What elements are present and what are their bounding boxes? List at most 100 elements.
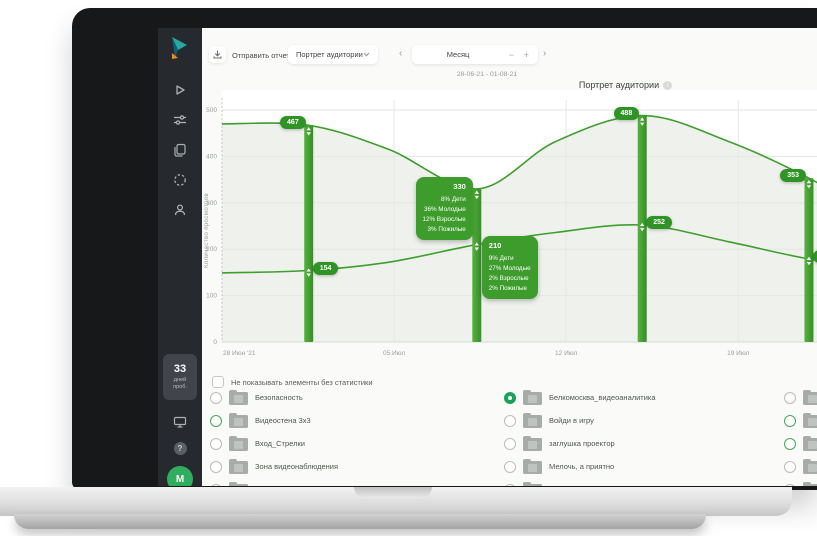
chart-badge[interactable]: 467 — [280, 116, 306, 130]
svg-text:100: 100 — [206, 293, 217, 300]
date-range: 28-06-21 - 01-08-21 — [456, 71, 518, 78]
audience-chart-svg: 0 100 200 300 400 500 28 Июн '21 05 Июл 12 Июл 19… — [206, 90, 817, 357]
radio-button[interactable] — [210, 483, 222, 486]
period-select[interactable]: Месяц − + — [412, 45, 538, 64]
chart-badge[interactable]: 154 — [312, 261, 339, 275]
radio-button[interactable] — [784, 414, 796, 427]
svg-text:28 Июн '21: 28 Июн '21 — [223, 350, 256, 357]
chart-bar[interactable] — [804, 178, 814, 342]
filter-icon[interactable] — [172, 112, 188, 128]
folder-label: Войди в игру — [549, 416, 594, 425]
folder-label: Безопасность — [255, 393, 303, 402]
send-report-button[interactable]: Отправить отчет — [232, 51, 290, 60]
folder-item[interactable]: Панель вертикальная внутр — [784, 458, 817, 474]
report-type-select[interactable]: Портрет аудитории — [288, 45, 378, 64]
zoom-in-button[interactable]: + — [523, 49, 529, 60]
checkbox-icon[interactable] — [212, 376, 224, 388]
folder-label: Вход_Стрелки — [255, 439, 305, 448]
folder-item[interactable]: Заставка — [784, 435, 817, 451]
folder-icon — [803, 412, 817, 428]
folder-label: Зона видеонаблюдения — [255, 462, 339, 471]
chart-badge[interactable]: 179 — [812, 249, 817, 263]
radio-button[interactable] — [504, 391, 516, 404]
radio-button[interactable] — [504, 483, 516, 486]
folder-icon — [803, 481, 817, 486]
folder-item[interactable]: Все для связи — [784, 412, 817, 428]
folder-item[interactable]: Войди в игру — [504, 412, 789, 428]
svg-text:300: 300 — [206, 200, 217, 207]
app-logo-icon[interactable] — [169, 36, 191, 62]
period-value: Месяц — [446, 50, 470, 59]
svg-text:0: 0 — [213, 339, 217, 346]
folder-item[interactable]: Вход_Стрелки — [210, 435, 495, 451]
svg-text:200: 200 — [206, 246, 217, 253]
trial-badge[interactable]: 33 дней проб. — [163, 354, 197, 400]
hide-empty-row[interactable]: Не показывать элементы без статистики — [212, 376, 373, 388]
user-avatar[interactable]: М — [167, 466, 193, 486]
chart-badge[interactable]: 252 — [646, 216, 672, 230]
radio-button[interactable] — [784, 460, 796, 473]
folder-item[interactable]: Безопасность — [210, 389, 495, 405]
laptop-base-edge — [14, 514, 706, 529]
radio-button[interactable] — [210, 414, 222, 427]
trial-label: дней — [173, 377, 187, 383]
chart-badge[interactable]: 488 — [613, 106, 640, 120]
folder-label: Планшет 2 2560x1600 — [549, 485, 626, 486]
screens-icon[interactable] — [172, 414, 188, 430]
folder-label: заглушка проектор — [549, 439, 615, 448]
folder-item[interactable]: Видеостена 3x3 — [210, 412, 495, 428]
radio-button[interactable] — [784, 437, 796, 450]
prev-period-button[interactable]: ‹ — [399, 48, 403, 59]
zoom-out-button[interactable]: − — [508, 49, 514, 60]
radio-button[interactable] — [504, 437, 516, 450]
radio-button[interactable] — [210, 391, 222, 404]
documents-icon[interactable] — [172, 142, 188, 158]
hide-empty-label: Не показывать элементы без статистики — [231, 377, 373, 387]
chart-badge-layer: 467 154 330 8% Дети 36% Молодые 12% Взрослые 3… — [202, 90, 817, 358]
chart-title: Портрет аудитории i — [362, 80, 817, 90]
sync-icon[interactable] — [172, 172, 188, 188]
report-type-value: Портрет аудитории — [296, 50, 363, 59]
folder-icon — [523, 412, 542, 428]
folder-item[interactable]: Белкомосква_видеоаналитика — [504, 389, 789, 405]
svg-text:19 Июл: 19 Июл — [727, 350, 749, 357]
export-icon — [213, 50, 222, 59]
folder-icon — [229, 389, 248, 405]
folder-item[interactable]: Белкомосква_видеоаналити — [784, 389, 817, 405]
folder-item[interactable]: Планшет 1 2560x1600 — [210, 481, 495, 486]
chart-bar[interactable] — [304, 125, 314, 342]
svg-text:05 Июл: 05 Июл — [383, 350, 405, 357]
folder-icon — [803, 435, 817, 451]
folder-item[interactable]: заглушка проектор — [504, 435, 789, 451]
folder-icon — [523, 389, 542, 405]
radio-button[interactable] — [210, 460, 222, 473]
folder-item[interactable]: Планшет 3 2560x1600 — [784, 481, 817, 486]
folder-item[interactable]: Зона видеонаблюдения — [210, 458, 495, 474]
folder-label: Видеостена 3x3 — [255, 416, 311, 425]
trial-label: проб. — [173, 383, 187, 390]
next-period-button[interactable]: › — [543, 48, 547, 59]
folder-icon — [229, 435, 248, 451]
chevron-down-icon — [363, 52, 370, 57]
radio-button[interactable] — [210, 437, 222, 450]
folder-label: Планшет 1 2560x1600 — [255, 485, 332, 486]
chart-badge[interactable]: 353 — [780, 169, 806, 183]
folders-section: Не показывать элементы без статистики Бе… — [202, 372, 817, 486]
trial-days: 33 — [173, 363, 187, 376]
help-icon[interactable]: ? — [172, 440, 188, 456]
play-icon[interactable] — [172, 82, 188, 98]
profile-icon[interactable] — [172, 202, 188, 218]
radio-button[interactable] — [504, 460, 516, 473]
folder-item[interactable]: Планшет 2 2560x1600 — [504, 481, 789, 486]
svg-text:12 Июл: 12 Июл — [555, 350, 577, 357]
export-report-button[interactable] — [209, 46, 226, 63]
radio-button[interactable] — [504, 414, 516, 427]
radio-button[interactable] — [784, 483, 796, 486]
folder-label: Белкомосква_видеоаналитика — [549, 393, 656, 402]
sidebar-bottom: 33 дней проб. ? М — [158, 354, 202, 486]
laptop-bezel: 33 дней проб. ? М — [72, 8, 817, 490]
radio-button[interactable] — [784, 391, 796, 404]
chart-bar[interactable] — [472, 188, 482, 342]
folder-item[interactable]: Мелочь, а приятно — [504, 458, 789, 474]
info-icon[interactable]: i — [663, 81, 673, 90]
